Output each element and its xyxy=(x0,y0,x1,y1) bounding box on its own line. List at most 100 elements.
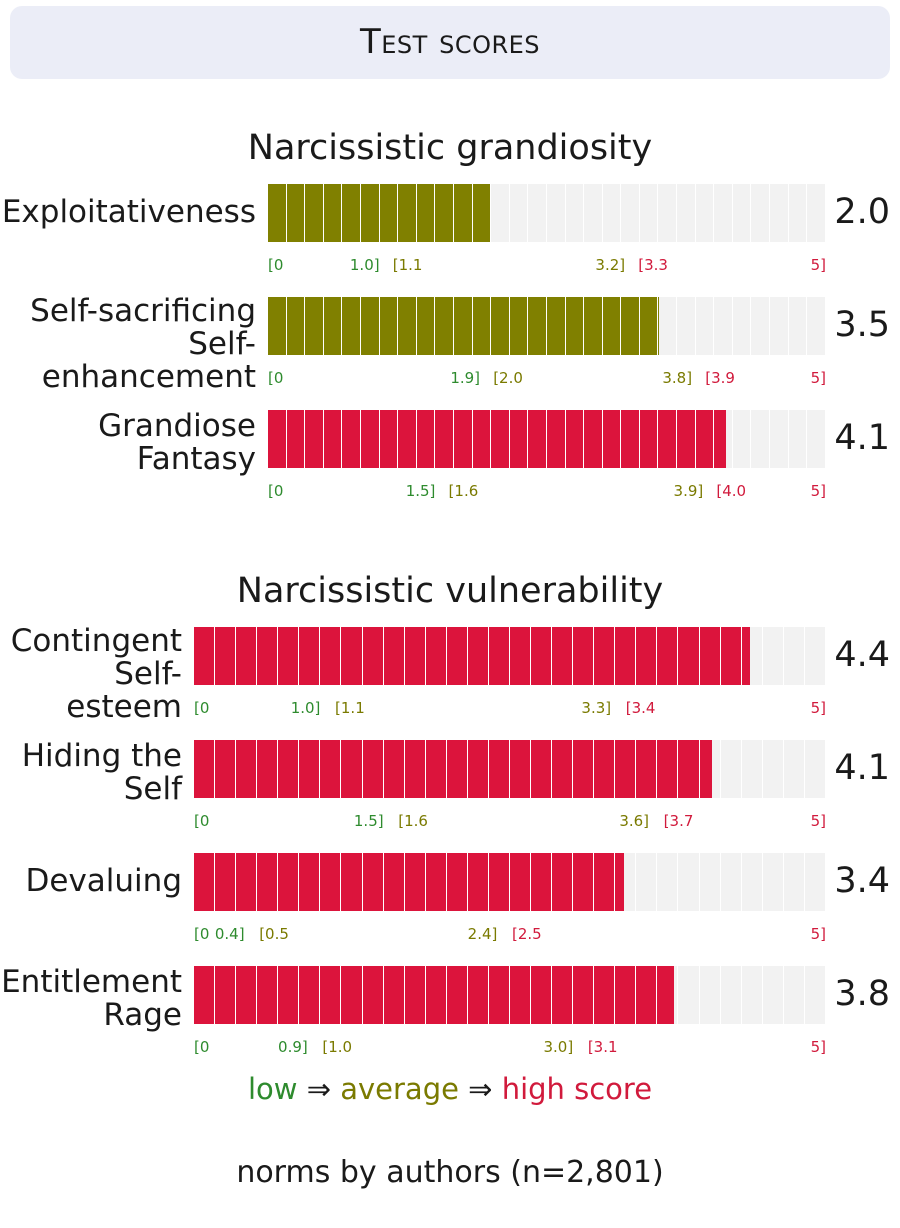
bar-segment xyxy=(763,966,784,1024)
norm-tick-label: [0.5 xyxy=(259,925,289,943)
bar-segment xyxy=(784,740,805,798)
bar-segment xyxy=(446,740,468,798)
bar-segment xyxy=(383,627,405,685)
bar-segment xyxy=(236,853,258,911)
bar-segment xyxy=(467,627,489,685)
bar-segment xyxy=(379,410,399,468)
scale-label: Grandiose Fantasy xyxy=(4,410,256,520)
bar-segment xyxy=(488,966,510,1024)
bar-segment xyxy=(299,853,321,911)
bar-segment xyxy=(547,184,566,242)
bar-segment xyxy=(546,410,566,468)
norm-tick-label: 5] xyxy=(810,1038,826,1056)
bar-segment xyxy=(425,853,447,911)
bar-segment xyxy=(763,853,784,911)
bar-segment xyxy=(509,410,529,468)
score-value: 3.5 xyxy=(834,305,890,345)
bar-segment xyxy=(404,740,426,798)
scale-label: Contingent Self-esteem xyxy=(4,625,182,737)
bar-segment xyxy=(305,184,324,242)
bar-segment xyxy=(658,297,678,355)
legend-low: low xyxy=(247,1072,298,1106)
scale-label-line: Self- xyxy=(114,656,182,692)
bar-segment xyxy=(236,627,258,685)
norm-tick-label: 0.4] xyxy=(214,925,245,943)
norm-tick-label: [2.5 xyxy=(512,925,542,943)
bar-segment xyxy=(615,627,637,685)
bar-segment xyxy=(573,853,595,911)
bar-segment xyxy=(531,853,553,911)
bar-segment xyxy=(215,966,237,1024)
bar-segment xyxy=(770,410,789,468)
bar-segment xyxy=(286,297,306,355)
norm-tick-label: [0 xyxy=(268,369,284,387)
bar-segment xyxy=(362,627,384,685)
bar-segment xyxy=(491,297,510,355)
bar-segment xyxy=(805,853,826,911)
bar-segment xyxy=(446,627,468,685)
bar-segment xyxy=(636,740,658,798)
bar-segment xyxy=(700,740,721,798)
bar-segment xyxy=(416,297,436,355)
bar-segment xyxy=(603,184,622,242)
bar-segment xyxy=(714,297,733,355)
bar-segment xyxy=(615,966,637,1024)
scale-label-line: Hiding the xyxy=(21,738,182,774)
score-track xyxy=(194,740,826,798)
bar-segment xyxy=(268,297,287,355)
bar-segment xyxy=(678,740,700,798)
bar-segment xyxy=(699,627,721,685)
norm-tick-label: 1.0] xyxy=(290,699,321,717)
score-track xyxy=(268,297,826,355)
bar-segment xyxy=(236,966,258,1024)
bar-segment xyxy=(488,627,510,685)
bar-segment xyxy=(805,740,826,798)
bar-segment xyxy=(491,184,510,242)
norm-tick-label: 1.5] xyxy=(405,482,436,500)
norm-tick-label: [0 xyxy=(194,1038,210,1056)
bar-segment xyxy=(621,410,640,468)
bar-segment xyxy=(341,853,363,911)
bar-segment xyxy=(323,410,343,468)
bar-segment xyxy=(699,740,712,798)
bar-segment xyxy=(509,740,531,798)
bar-segment xyxy=(677,410,696,468)
scale-label-line: Self xyxy=(123,771,182,807)
bar-segment xyxy=(286,184,306,242)
norm-tick-label: 1.9] xyxy=(450,369,481,387)
bar-segment xyxy=(531,966,553,1024)
score-track xyxy=(268,410,826,468)
norm-tick-label: 3.2] xyxy=(595,256,626,274)
bar-segment xyxy=(714,184,733,242)
scale-label-line: Self- xyxy=(188,326,256,362)
bar-segment xyxy=(379,297,399,355)
score-row: Devaluing 3.4 [0 0.4] [0.5 2.4] [2.5 5] xyxy=(0,853,900,963)
bar-segment xyxy=(360,410,380,468)
bar-segment xyxy=(677,297,696,355)
bar-segment xyxy=(453,410,473,468)
norm-tick-label: 3.8] xyxy=(662,369,693,387)
scale-label-line: Exploitativeness xyxy=(1,194,256,230)
bar-segment xyxy=(657,627,679,685)
scale-label-line: Entitlement xyxy=(1,964,182,1000)
bar-segment xyxy=(546,297,566,355)
bar-segment xyxy=(362,966,384,1024)
bar-segment xyxy=(453,184,473,242)
bar-segment xyxy=(552,627,574,685)
bar-segment xyxy=(435,297,454,355)
bar-segment xyxy=(257,740,279,798)
norm-tick-label: [0 xyxy=(194,925,210,943)
bar-segment xyxy=(807,297,826,355)
bar-segment xyxy=(509,853,531,911)
bar-segment xyxy=(714,410,733,468)
bar-segment xyxy=(320,853,342,911)
bar-segment xyxy=(657,740,679,798)
bar-segment xyxy=(257,966,279,1024)
norm-tick-label: [0 xyxy=(268,256,284,274)
bar-segment xyxy=(657,966,679,1024)
score-value: 3.8 xyxy=(834,974,890,1014)
score-value: 4.1 xyxy=(834,418,890,458)
bar-segment xyxy=(531,740,553,798)
bar-segment xyxy=(472,410,492,468)
bar-segment xyxy=(383,966,405,1024)
